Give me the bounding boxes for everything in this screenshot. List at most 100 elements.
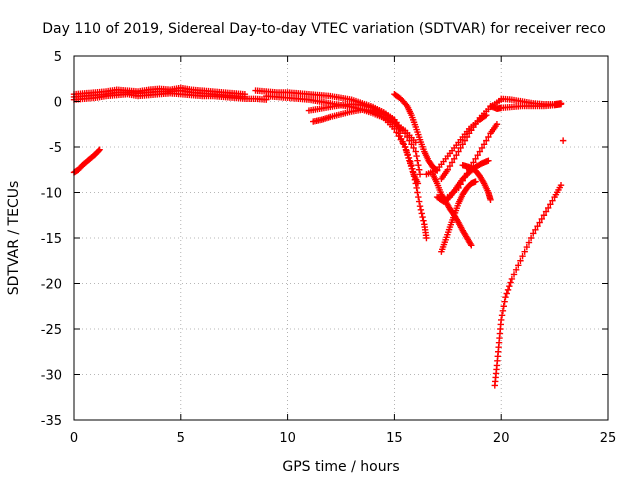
data-point xyxy=(502,293,509,301)
data-point xyxy=(413,152,420,160)
data-point xyxy=(465,166,473,173)
data-point xyxy=(413,184,420,192)
data-point xyxy=(416,202,424,210)
data-point xyxy=(549,197,556,204)
data-point xyxy=(406,137,413,144)
data-point xyxy=(410,144,417,152)
data-point xyxy=(423,234,430,242)
y-axis-label: SDTVAR / TECUs xyxy=(6,181,22,296)
series-arc-mid-4 xyxy=(305,101,424,178)
data-point xyxy=(455,184,462,192)
axis-ticks: 0 5 10 15 20 25 5 0 -5 -10 -15 -20 -25 -30 -35 xyxy=(41,50,617,446)
series-arc-v-7 xyxy=(444,121,501,201)
data-point xyxy=(538,215,545,223)
data-point xyxy=(557,182,565,189)
data-point xyxy=(485,133,492,141)
data-point xyxy=(547,201,554,208)
data-point xyxy=(414,157,421,164)
data-point xyxy=(515,262,522,269)
gridlines xyxy=(74,56,608,420)
series-arc-v-1 xyxy=(429,171,475,249)
data-point xyxy=(457,144,464,152)
data-point xyxy=(483,137,490,144)
y-tick-label: -20 xyxy=(41,278,62,293)
data-point xyxy=(512,266,520,274)
data-point xyxy=(507,279,514,286)
data-point xyxy=(481,112,489,120)
x-tick-label: 25 xyxy=(600,431,617,446)
y-tick-label: -10 xyxy=(41,187,62,202)
data-point xyxy=(461,137,469,144)
data-point xyxy=(461,173,469,181)
data-point xyxy=(96,146,103,153)
data-point xyxy=(544,204,552,212)
data-point xyxy=(519,253,526,260)
data-point xyxy=(417,206,425,213)
data-point xyxy=(498,316,505,324)
y-tick-label: -35 xyxy=(41,414,62,429)
data-point xyxy=(414,180,422,187)
data-point xyxy=(415,198,423,205)
data-point xyxy=(457,181,464,188)
data-point xyxy=(478,144,486,152)
series-point-late xyxy=(559,137,567,144)
data-point xyxy=(472,155,479,163)
data-point xyxy=(418,210,425,217)
data-point xyxy=(506,283,513,290)
data-point xyxy=(483,111,490,119)
series-arc-start xyxy=(70,146,103,176)
y-tick-label: -5 xyxy=(49,141,62,156)
data-point xyxy=(501,298,508,305)
data-point xyxy=(503,290,510,297)
data-point xyxy=(542,208,550,215)
data-point xyxy=(540,212,548,219)
data-point xyxy=(419,213,426,221)
data-point xyxy=(468,162,475,170)
y-tick-label: 5 xyxy=(54,50,62,65)
chart-title: Day 110 of 2019, Sidereal Day-to-day VTE… xyxy=(42,21,606,37)
series-arc-early-3 xyxy=(70,84,249,98)
data-point xyxy=(420,217,427,224)
series-arc-v-2 xyxy=(438,178,479,255)
data-point xyxy=(517,257,524,264)
data-point xyxy=(499,307,507,314)
data-point xyxy=(510,271,518,278)
data-point xyxy=(412,148,419,155)
data-point xyxy=(95,147,102,154)
data-point xyxy=(408,141,415,148)
data-point xyxy=(532,226,539,234)
series-arc-v-6 xyxy=(423,111,490,178)
data-point xyxy=(446,162,454,170)
x-tick-label: 0 xyxy=(70,431,78,446)
data-point xyxy=(527,234,535,242)
x-tick-label: 5 xyxy=(177,431,185,446)
y-tick-label: -30 xyxy=(41,369,62,384)
data-point xyxy=(498,312,506,319)
data-point xyxy=(521,248,528,255)
data-point xyxy=(476,148,484,155)
data-point xyxy=(448,159,456,166)
data-point xyxy=(455,148,462,155)
data-point xyxy=(536,219,543,226)
data-series xyxy=(70,84,567,389)
data-point xyxy=(480,141,488,148)
data-point xyxy=(463,170,471,177)
y-tick-label: 0 xyxy=(54,96,62,111)
series-arc-late-top xyxy=(498,95,565,108)
x-tick-label: 15 xyxy=(386,431,403,446)
data-point xyxy=(472,178,479,185)
series-arc-v-3 xyxy=(438,96,505,183)
data-point xyxy=(525,239,533,246)
x-axis-label: GPS time / hours xyxy=(282,459,399,475)
data-point xyxy=(474,151,481,159)
data-point xyxy=(459,141,466,148)
y-tick-label: -15 xyxy=(41,232,62,247)
data-point xyxy=(485,157,492,164)
data-point xyxy=(500,303,507,310)
data-point xyxy=(414,189,421,196)
data-point xyxy=(493,121,501,128)
data-point xyxy=(523,243,531,251)
x-tick-label: 10 xyxy=(279,431,296,446)
data-point xyxy=(391,125,398,132)
